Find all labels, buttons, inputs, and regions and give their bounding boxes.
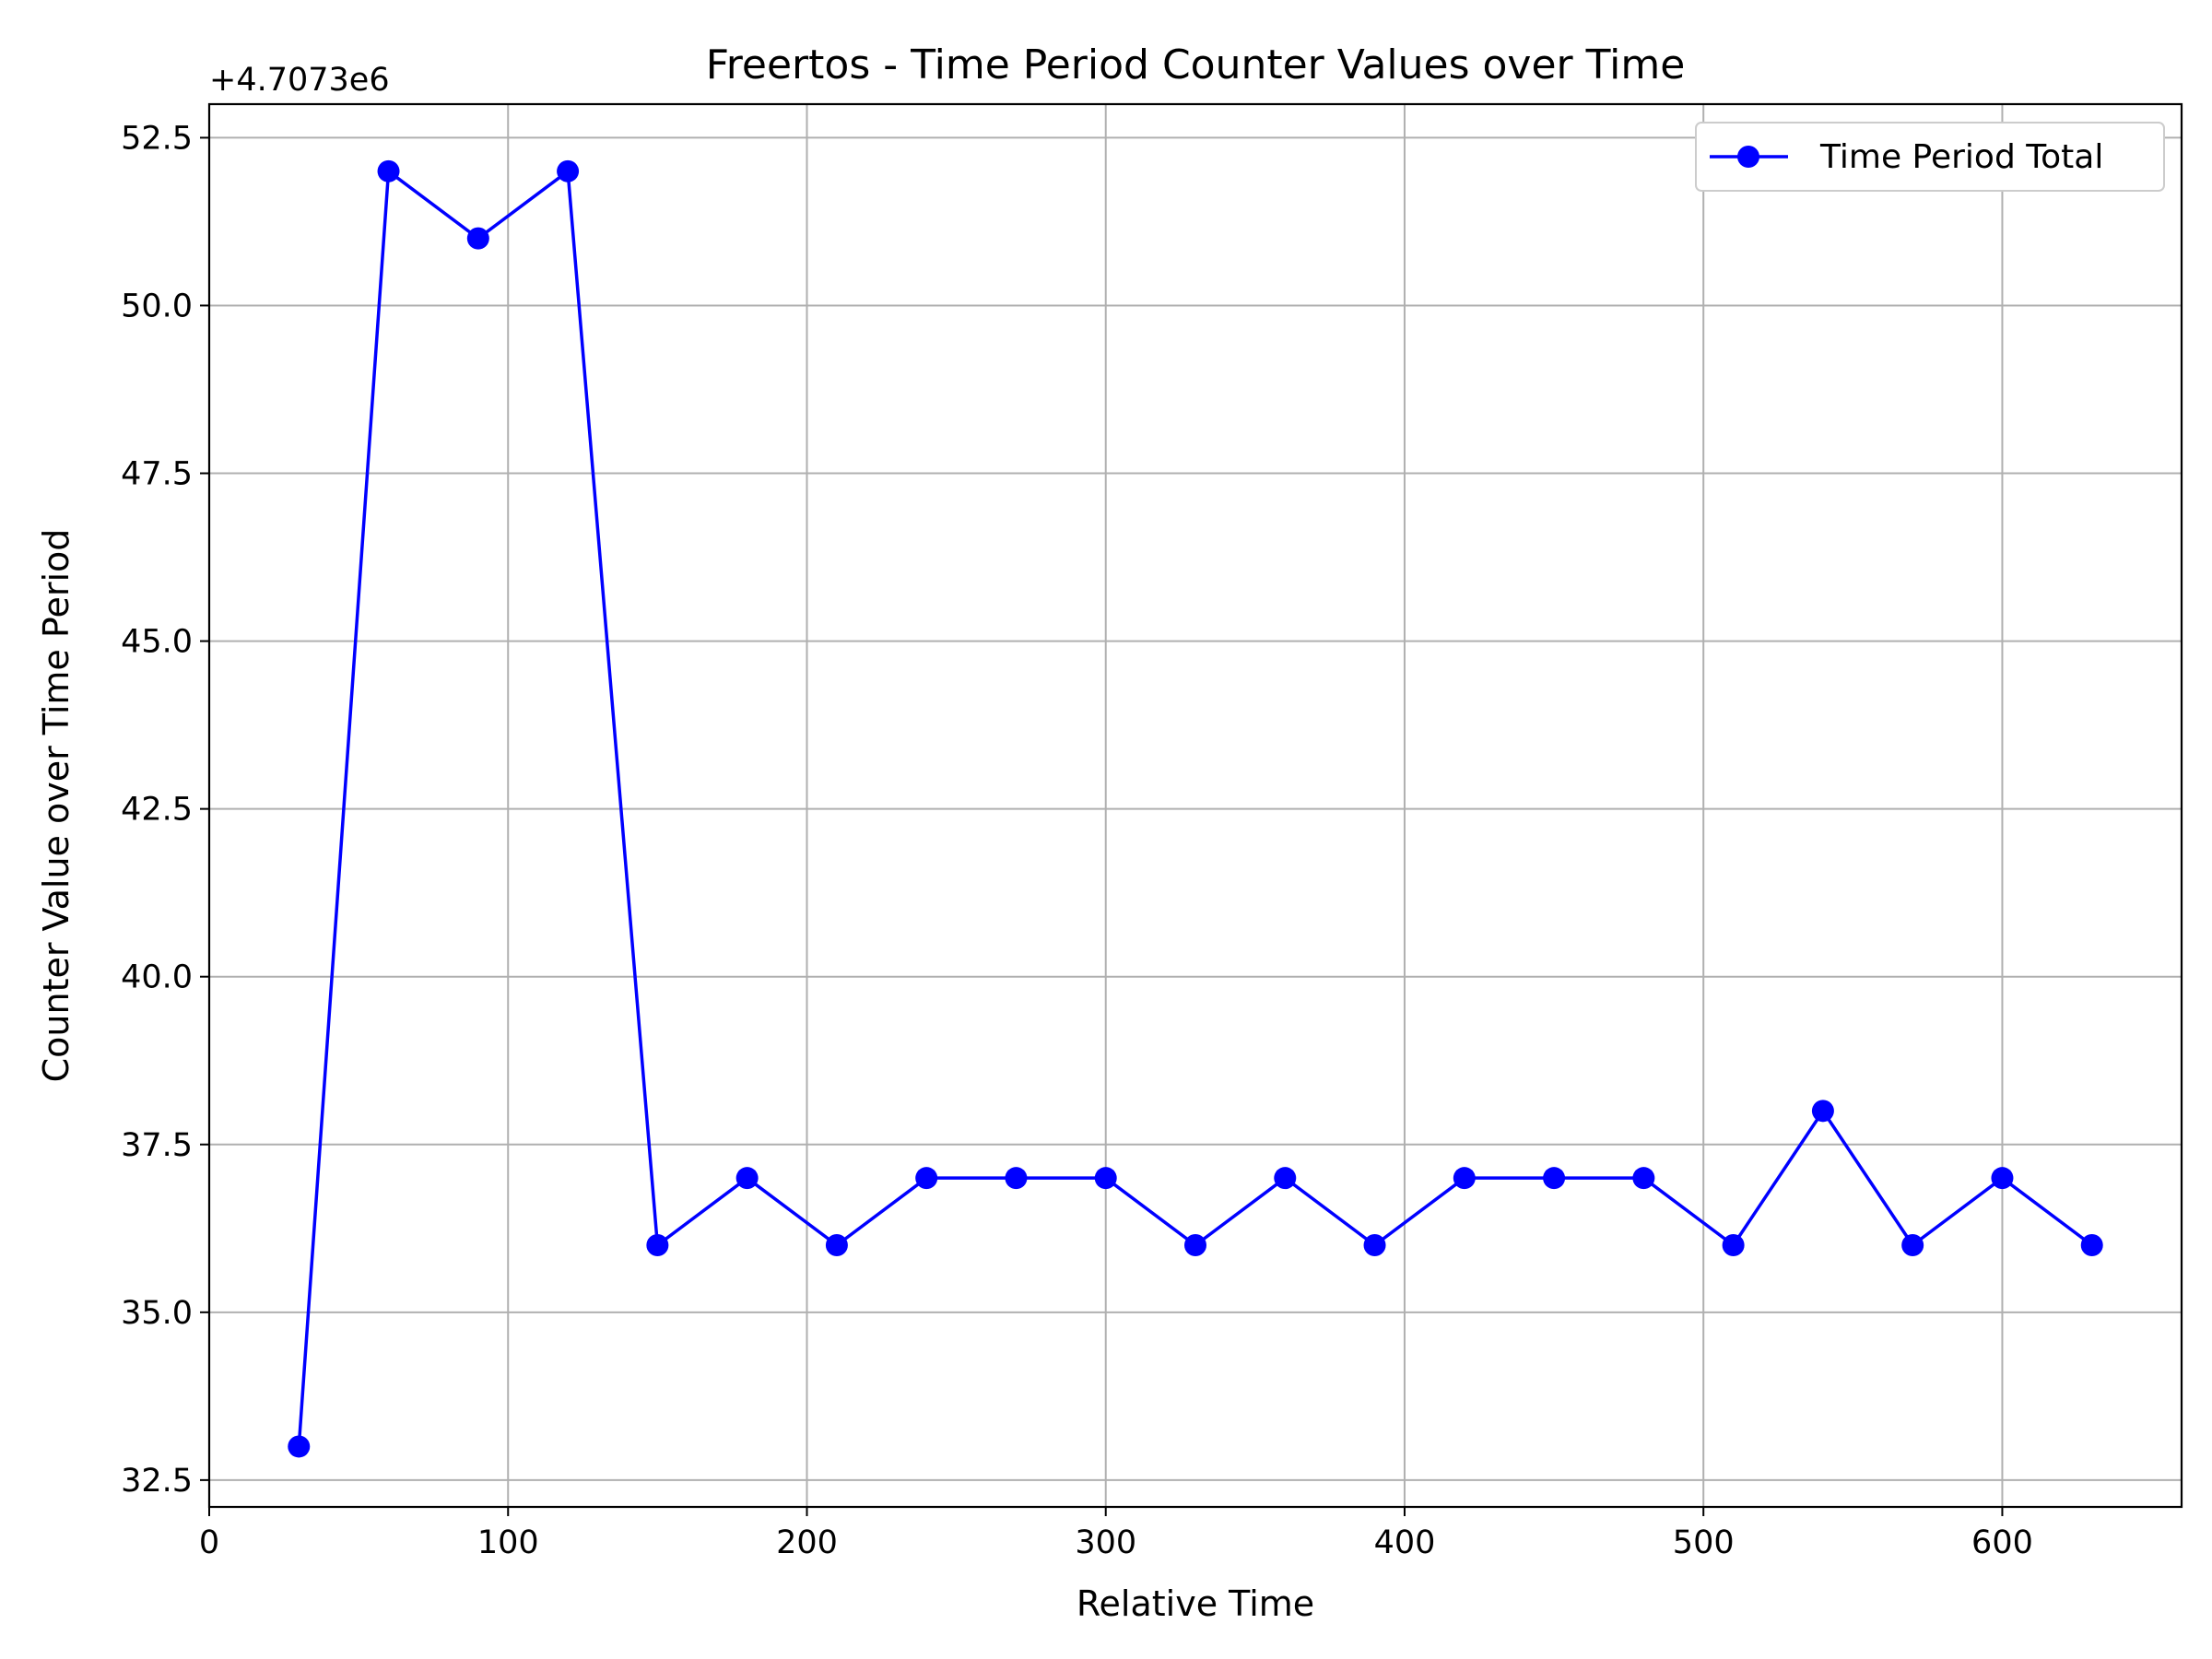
x-tick-label: 400: [1374, 1524, 1436, 1561]
data-point: [288, 1435, 311, 1458]
y-tick-label: 40.0: [121, 959, 193, 996]
y-tick-label: 47.5: [121, 456, 193, 493]
y-offset-label: +4.7073e6: [209, 62, 390, 99]
data-point: [915, 1167, 938, 1190]
data-point: [1722, 1233, 1745, 1256]
data-point: [1811, 1100, 1834, 1123]
y-tick-label: 32.5: [121, 1463, 193, 1500]
data-point: [1274, 1167, 1297, 1190]
data-point: [1901, 1233, 1924, 1256]
data-point: [1543, 1167, 1566, 1190]
x-tick-label: 500: [1673, 1524, 1735, 1561]
x-tick-label: 300: [1075, 1524, 1136, 1561]
data-point: [466, 227, 489, 250]
y-tick-label: 37.5: [121, 1127, 193, 1164]
data-point: [825, 1233, 848, 1256]
data-point: [1184, 1233, 1206, 1256]
y-tick-label: 45.0: [121, 624, 193, 661]
legend: Time Period Total: [1695, 122, 2165, 192]
x-tick-label: 600: [1971, 1524, 2033, 1561]
x-tick-label: 200: [776, 1524, 838, 1561]
y-tick-label: 42.5: [121, 792, 193, 829]
data-point: [735, 1167, 759, 1190]
y-axis-label: Counter Value over Time Period: [36, 529, 76, 1083]
data-point: [557, 159, 580, 182]
grid: [208, 104, 2182, 1507]
ticks: 0 100 200 300 400 500 600 32.5 35.0 37.5 40.0 42.5 4…: [121, 120, 2033, 1561]
x-tick-label: 100: [477, 1524, 539, 1561]
data-point: [377, 159, 400, 182]
data-point: [2080, 1233, 2103, 1256]
chart-title: Freertos - Time Period Counter Values ov…: [706, 41, 1686, 88]
y-tick-label: 52.5: [121, 120, 193, 157]
plot-area-frame: [207, 102, 2183, 1509]
legend-label: Time Period Total: [1819, 138, 2103, 176]
x-tick-label: 0: [199, 1524, 219, 1561]
x-axis-label: Relative Time: [1077, 1583, 1314, 1624]
series-layer: [288, 159, 2103, 1458]
data-point: [646, 1233, 669, 1256]
data-point: [1453, 1167, 1476, 1190]
data-point: [1094, 1167, 1117, 1190]
y-tick-label: 35.0: [121, 1295, 193, 1332]
data-point: [1991, 1167, 2014, 1190]
data-point: [1632, 1167, 1655, 1190]
data-point: [1005, 1167, 1028, 1190]
legend-box: [1695, 122, 2165, 192]
y-tick-label: 50.0: [121, 288, 193, 324]
legend-marker-sample: [1737, 146, 1759, 168]
data-point: [1363, 1233, 1386, 1256]
